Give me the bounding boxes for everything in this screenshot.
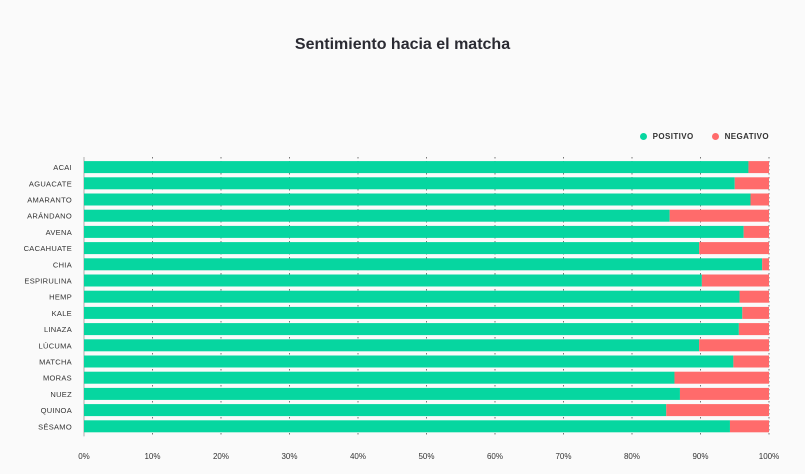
category-label: AVENA [46, 228, 72, 237]
category-label: KALE [52, 309, 72, 318]
bar-positivo [84, 274, 702, 287]
category-label: MORAS [43, 374, 72, 383]
bar-positivo [84, 161, 749, 174]
chart-title: Sentimiento hacia el matcha [294, 36, 511, 53]
bar-positivo [84, 323, 739, 336]
x-tick-label: 100% [759, 452, 779, 461]
legend-swatch-positivo [639, 133, 647, 140]
bar-negativo [679, 387, 769, 400]
bar-negativo [733, 355, 769, 368]
bar-negativo [729, 420, 769, 433]
category-label: CACAHUATE [24, 244, 72, 253]
x-tick-label: 30% [281, 452, 297, 461]
bar-positivo [84, 355, 734, 368]
category-label: AMARANTO [27, 196, 72, 205]
x-tick-label: 60% [487, 452, 503, 461]
category-label: CHIA [53, 260, 72, 269]
bar-negativo [674, 371, 769, 384]
bar-negativo [699, 339, 769, 352]
category-label: ARÁNDANO [27, 212, 72, 221]
bar-positivo [84, 404, 667, 417]
legend: POSITIVO NEGATIVO [639, 132, 769, 141]
bar-negativo [742, 306, 769, 319]
bar-negativo [738, 323, 769, 336]
bar-negativo [734, 177, 769, 190]
bar-positivo [84, 371, 675, 384]
category-label: LÚCUMA [39, 341, 72, 350]
category-label: MATCHA [39, 358, 72, 367]
category-label: ESPIRULINA [24, 277, 72, 286]
bar-positivo [84, 225, 744, 238]
bar-positivo [84, 339, 700, 352]
x-tick-label: 10% [144, 452, 160, 461]
bar-negativo [750, 193, 769, 206]
x-tick-label: 0% [78, 452, 90, 461]
bar-positivo [84, 306, 743, 319]
x-tick-label: 70% [555, 452, 571, 461]
category-label: QUINOA [41, 406, 72, 415]
category-label: SÉSAMO [38, 422, 72, 431]
legend-label-negativo: NEGATIVO [724, 132, 769, 141]
category-label: NUEZ [50, 390, 72, 399]
bar-negativo [748, 161, 769, 174]
bar-negativo [669, 209, 769, 222]
category-label: LINAZA [44, 325, 72, 334]
x-tick-label: 80% [624, 452, 640, 461]
bar-negativo [743, 225, 769, 238]
legend-item-negativo[interactable]: NEGATIVO [711, 132, 769, 141]
bar-positivo [84, 258, 763, 271]
bar-positivo [84, 242, 700, 255]
legend-item-positivo[interactable]: POSITIVO [639, 132, 694, 141]
x-tick-label: 40% [350, 452, 366, 461]
legend-swatch-negativo [711, 133, 719, 140]
bar-positivo [84, 209, 670, 222]
category-label: HEMP [49, 293, 72, 302]
bar-negativo [739, 290, 769, 303]
x-tick-label: 90% [692, 452, 708, 461]
bar-positivo [84, 420, 730, 433]
bar-positivo [84, 177, 735, 190]
bar-negativo [666, 404, 769, 417]
bar-negativo [762, 258, 769, 271]
category-label: AGUACATE [29, 179, 72, 188]
x-tick-label: 20% [213, 452, 229, 461]
bar-positivo [84, 387, 680, 400]
category-label: ACAI [53, 163, 72, 172]
bar-positivo [84, 290, 740, 303]
bar-positivo [84, 193, 751, 206]
legend-label-positivo: POSITIVO [652, 132, 694, 141]
x-tick-label: 50% [418, 452, 434, 461]
bar-negativo [701, 274, 769, 287]
bar-negativo [699, 242, 769, 255]
